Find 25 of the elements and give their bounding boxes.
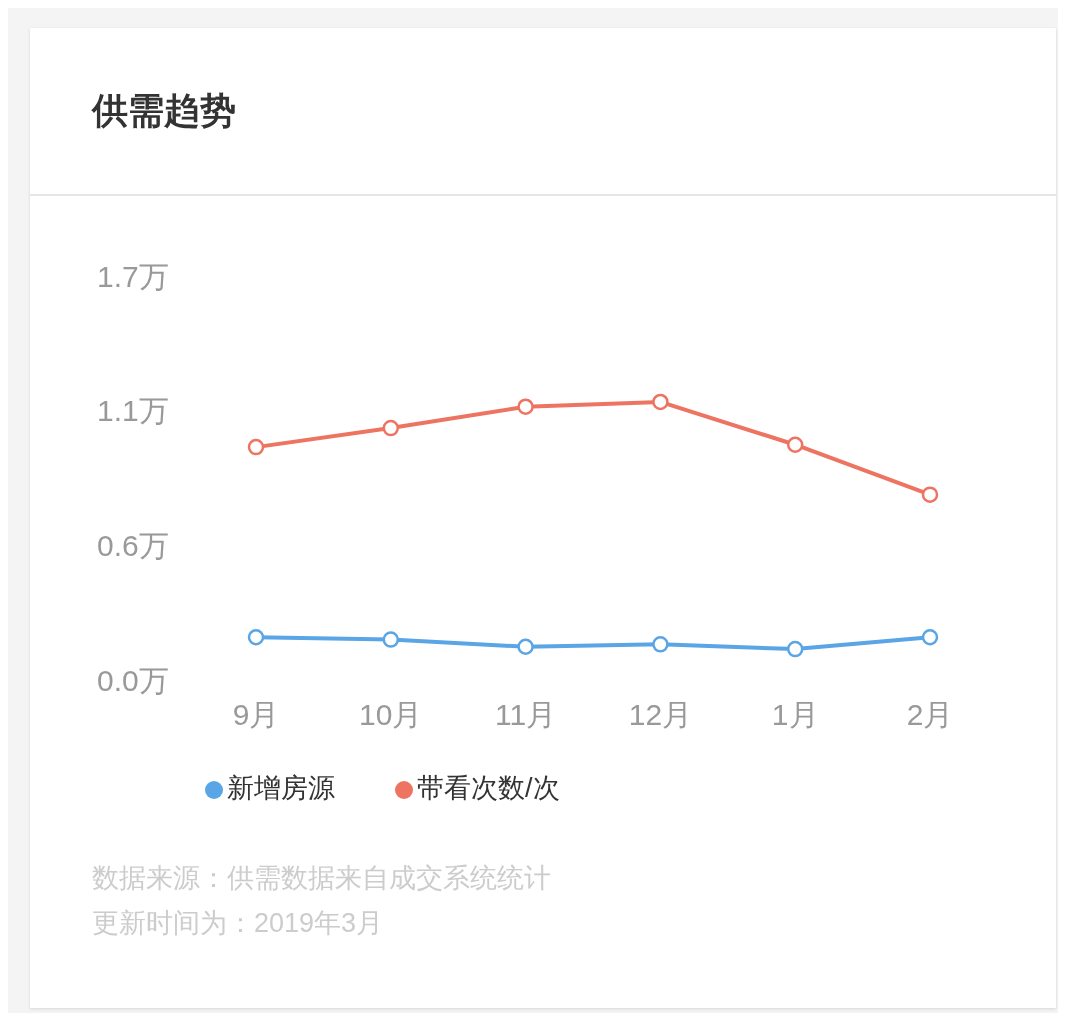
y-tick-label: 1.1万 xyxy=(97,394,169,428)
x-tick-label: 10月 xyxy=(359,698,423,732)
point xyxy=(517,638,534,655)
y-tick-label: 1.7万 xyxy=(97,259,169,293)
legend-label: 新增房源 xyxy=(227,773,335,803)
x-tick-label: 9月 xyxy=(232,698,280,732)
point xyxy=(652,393,669,411)
x-tick-label: 2月 xyxy=(906,698,954,732)
x-tick-label: 12月 xyxy=(628,698,693,732)
point xyxy=(786,640,804,658)
point xyxy=(517,398,534,415)
point xyxy=(382,419,400,437)
x-tick-label: 1月 xyxy=(771,698,819,732)
point xyxy=(382,631,400,648)
point xyxy=(247,628,265,646)
point xyxy=(921,486,939,503)
point xyxy=(247,438,265,456)
point xyxy=(652,636,669,653)
chart-title: 供需趋势 xyxy=(30,28,1056,196)
point xyxy=(786,436,804,453)
y-tick-label: 0.6万 xyxy=(97,528,169,562)
point xyxy=(921,628,939,646)
x-tick-label: 11月 xyxy=(495,698,557,732)
y-tick-label: 0.0万 xyxy=(97,663,169,697)
legend-label: 带看次数/次 xyxy=(417,773,560,803)
